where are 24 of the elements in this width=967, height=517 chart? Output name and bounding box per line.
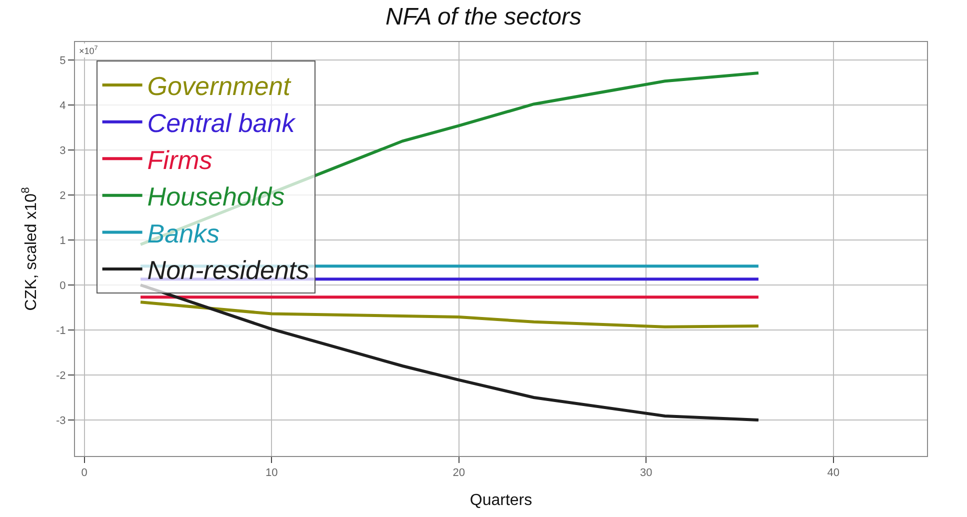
x-tick-label: 10: [265, 467, 278, 480]
legend-label: Households: [147, 182, 285, 212]
chart-title: NFA of the sectors: [385, 4, 582, 31]
y-tick-label: 3: [60, 144, 66, 157]
y-tick-label: -2: [56, 370, 66, 382]
x-tick-label: 20: [452, 467, 465, 480]
y-tick-label: 5: [60, 54, 66, 67]
x-axis-title: Quarters: [470, 492, 532, 509]
legend-label: Banks: [147, 218, 220, 248]
x-tick-label: 30: [640, 467, 652, 480]
legend-label: Government: [147, 71, 292, 102]
annotation: ×10$^{7}$: [79, 45, 98, 56]
x-tick-label: 0: [81, 467, 88, 480]
y-tick-label: 0: [60, 280, 66, 292]
x-tick-label: 40: [827, 467, 840, 480]
legend-label: Central bank: [147, 108, 297, 138]
y-tick-label: -3: [56, 414, 66, 427]
legend-label: Non-residents: [147, 255, 310, 286]
legend-label: Firms: [147, 144, 212, 175]
y-tick-label: 4: [60, 100, 66, 112]
y-tick-label: 2: [60, 190, 66, 202]
y-tick-label: -1: [56, 324, 66, 337]
line-series: [139, 300, 760, 328]
y-tick-label: 1: [60, 234, 66, 247]
